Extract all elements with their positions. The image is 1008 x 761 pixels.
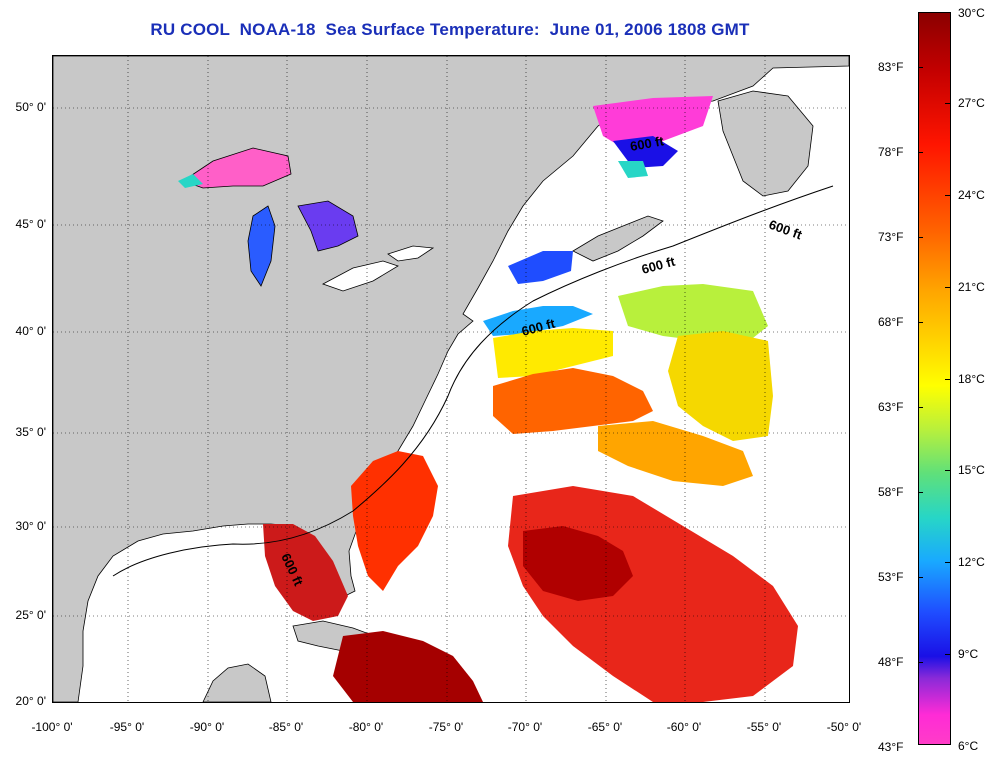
sst-sargasso-deepred-2	[523, 526, 633, 601]
map-title: RU COOL NOAA-18 Sea Surface Temperature:…	[150, 20, 750, 39]
lon-label-95: -95° 0'	[109, 720, 145, 734]
lon-label-85: -85° 0'	[268, 720, 304, 734]
cbar-c-21: 21°C	[958, 280, 985, 294]
cbar-f-78: 78°F	[878, 145, 904, 159]
sst-lake-superior-cyan	[178, 174, 203, 188]
lake-erie	[322, 260, 399, 292]
lake-huron	[297, 200, 359, 252]
sst-orange-east	[598, 421, 753, 486]
cbar-tick	[918, 67, 923, 68]
cbar-c-9: 9°C	[958, 647, 979, 661]
lon-label-100: -100° 0'	[31, 720, 73, 734]
lon-label-60: -60° 0'	[666, 720, 702, 734]
sst-gulf-of-maine	[508, 251, 573, 284]
lat-label-25: 25° 0'	[15, 608, 46, 622]
lat-label-45: 45° 0'	[15, 217, 46, 231]
cbar-c-15: 15°C	[958, 463, 985, 477]
graticule	[53, 56, 849, 702]
lat-label-50: 50° 0'	[15, 100, 46, 114]
cbar-c-6: 6°C	[958, 739, 979, 753]
lon-label-70: -70° 0'	[507, 720, 543, 734]
lon-label-50: -50° 0'	[826, 720, 862, 734]
lake-michigan	[247, 205, 276, 287]
cbar-tick	[945, 195, 950, 196]
cbar-tick	[918, 237, 923, 238]
cbar-f-83: 83°F	[878, 60, 904, 74]
sst-st-lawrence-cold	[613, 136, 678, 168]
cbar-c-12: 12°C	[958, 555, 985, 569]
cbar-tick	[945, 103, 950, 104]
cbar-c-30: 30°C	[958, 6, 985, 20]
lon-label-75: -75° 0'	[428, 720, 464, 734]
cbar-c-27: 27°C	[958, 96, 985, 110]
cbar-f-73: 73°F	[878, 230, 904, 244]
sst-southeast-coast	[351, 451, 438, 591]
cbar-tick	[945, 379, 950, 380]
sst-shelf-cyan	[483, 306, 593, 336]
sst-orange-band	[493, 368, 653, 434]
land-newfoundland	[717, 90, 814, 197]
cbar-tick	[918, 322, 923, 323]
cbar-tick	[945, 562, 950, 563]
lake-ontario	[387, 245, 435, 262]
cbar-tick	[918, 577, 923, 578]
cbar-c-18: 18°C	[958, 372, 985, 386]
lat-label-35: 35° 0'	[15, 425, 46, 439]
cbar-f-68: 68°F	[878, 315, 904, 329]
sst-caribbean	[333, 631, 483, 702]
lat-label-30: 30° 0'	[15, 519, 46, 533]
lon-label-55: -55° 0'	[746, 720, 782, 734]
sst-offshore-green	[618, 284, 768, 346]
cbar-tick	[945, 470, 950, 471]
sst-map: 600 ft 600 ft 600 ft 600 ft 600 ft	[52, 55, 850, 703]
cbar-f-48: 48°F	[878, 655, 904, 669]
cbar-tick	[918, 492, 923, 493]
sst-offshore-yellow	[668, 331, 773, 441]
sst-st-lawrence-cyan	[618, 161, 648, 178]
lon-label-65: -65° 0'	[587, 720, 623, 734]
sst-gulf-east	[263, 524, 348, 621]
lat-label-40: 40° 0'	[15, 324, 46, 338]
lat-label-20: 20° 0'	[15, 694, 46, 708]
cbar-f-58: 58°F	[878, 485, 904, 499]
cbar-tick	[918, 407, 923, 408]
sst-st-lawrence	[593, 96, 713, 151]
cbar-f-43: 43°F	[878, 740, 904, 754]
isobath-label-st-lawrence: 600 ft	[629, 133, 666, 154]
temperature-colorbar	[918, 12, 951, 745]
cbar-c-24: 24°C	[958, 188, 985, 202]
cbar-tick	[945, 287, 950, 288]
cbar-f-63: 63°F	[878, 400, 904, 414]
isobath-600ft-line	[112, 185, 834, 577]
lake-superior	[182, 147, 292, 189]
sst-midatlantic-yellow	[493, 328, 613, 378]
land-nova-scotia	[572, 215, 664, 262]
lon-label-80: -80° 0'	[348, 720, 384, 734]
lon-label-90: -90° 0'	[189, 720, 225, 734]
cbar-tick	[945, 654, 950, 655]
cbar-tick	[918, 152, 923, 153]
cbar-tick	[918, 662, 923, 663]
map-canvas: 600 ft 600 ft 600 ft 600 ft 600 ft	[53, 56, 849, 702]
cbar-f-53: 53°F	[878, 570, 904, 584]
land-yucatan	[202, 663, 272, 702]
